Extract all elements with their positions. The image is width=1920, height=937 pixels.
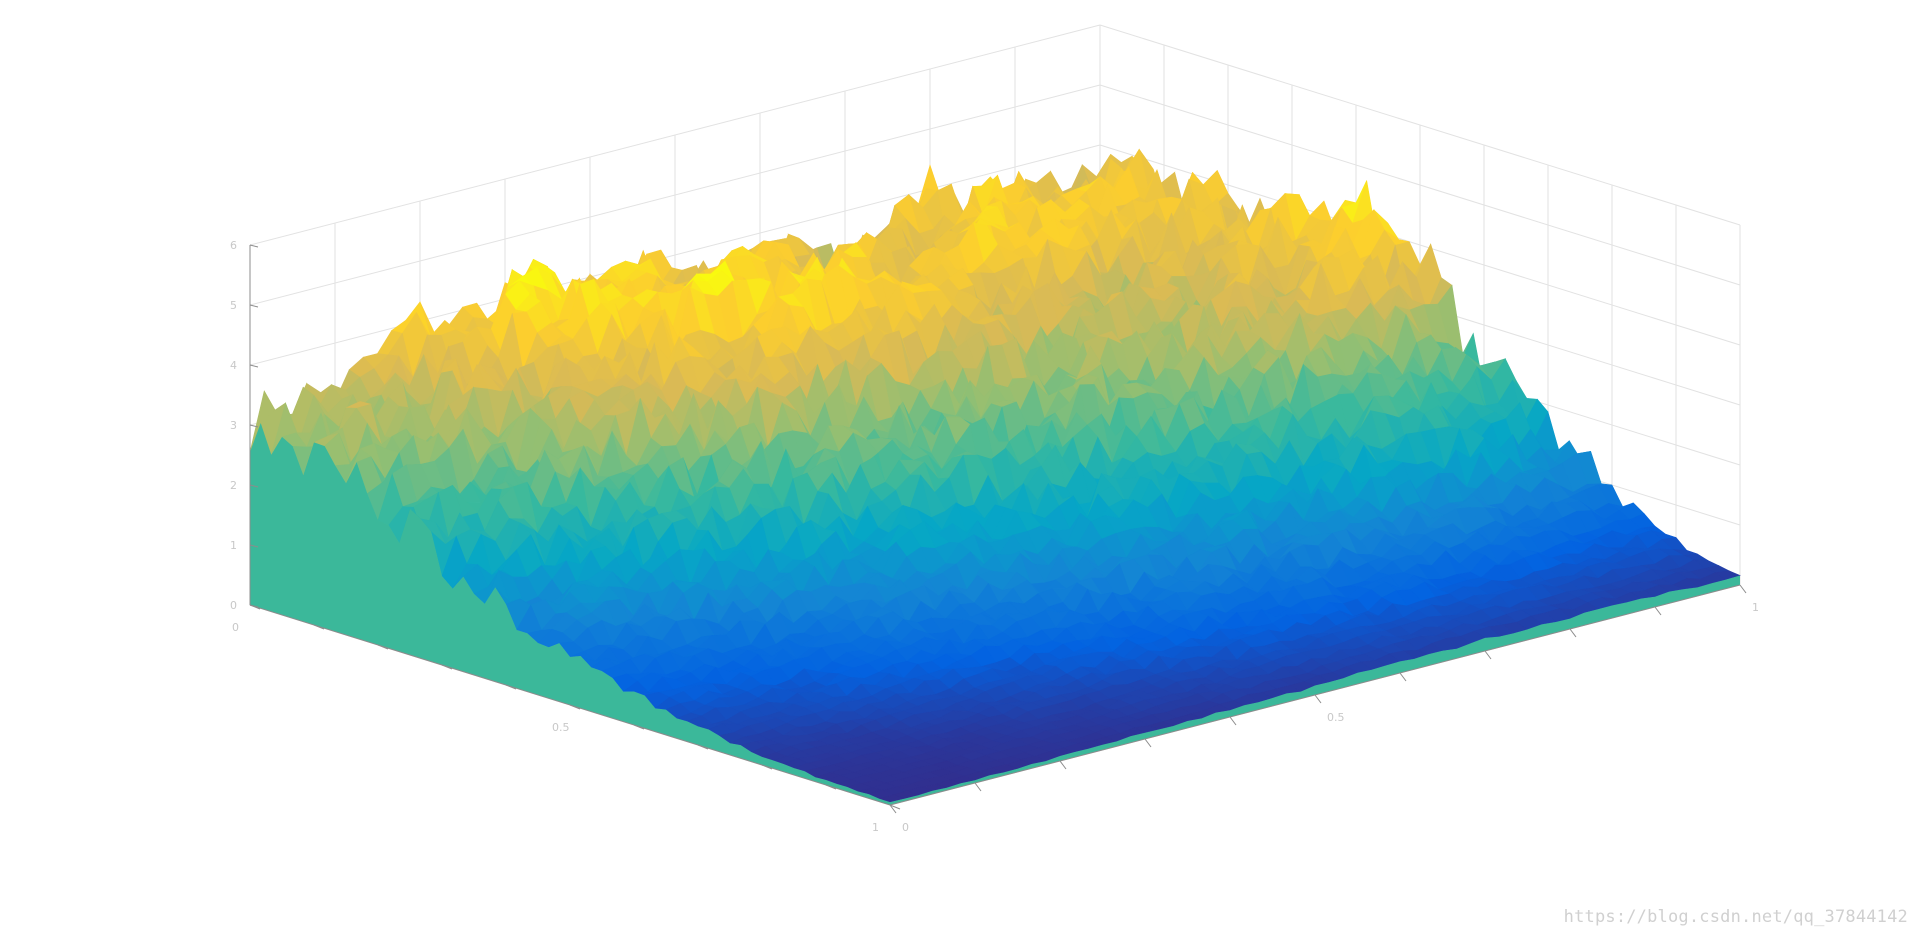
y-tick: [1229, 716, 1237, 726]
z-tick-label: 1: [230, 539, 237, 552]
z-tick: [249, 424, 259, 428]
x-tick: [825, 784, 837, 790]
x-tick: [569, 704, 581, 710]
y-tick: [1314, 694, 1322, 704]
y-tick: [1144, 738, 1152, 748]
y-tick: [1484, 650, 1492, 660]
y-tick: [1739, 584, 1747, 594]
y-tick-label: 0.5: [1327, 711, 1345, 724]
y-tick: [1654, 606, 1662, 616]
z-tick: [249, 364, 259, 368]
z-tick: [249, 484, 259, 488]
x-tick: [377, 644, 389, 650]
grid-line: [249, 24, 1101, 246]
x-tick: [313, 624, 325, 630]
z-tick: [249, 544, 259, 548]
z-tick-label: 0: [230, 599, 237, 612]
z-tick: [249, 244, 259, 248]
grid-line: [1099, 144, 1741, 346]
z-tick-label: 6: [230, 239, 237, 252]
z-tick-label: 2: [230, 479, 237, 492]
watermark-url: https://blog.csdn.net/qq_37844142: [1563, 907, 1908, 927]
x-tick: [889, 804, 901, 810]
z-tick: [249, 304, 259, 308]
y-tick: [974, 782, 982, 792]
x-tick-label: 1: [872, 821, 879, 834]
y-tick: [1399, 672, 1407, 682]
x-tick: [441, 664, 453, 670]
x-tick: [761, 764, 773, 770]
y-tick: [1059, 760, 1067, 770]
y-tick: [889, 804, 897, 814]
grid-line: [249, 144, 1101, 366]
y-tick-label: 0: [902, 821, 909, 834]
surface-mesh: [249, 148, 1741, 805]
grid-line: [1099, 24, 1741, 226]
x-tick: [633, 724, 645, 730]
surface-side-face: [250, 423, 890, 805]
y-tick-label: 1: [1752, 601, 1759, 614]
surface-side-face: [890, 575, 1740, 805]
z-tick-label: 5: [230, 299, 237, 312]
x-tick-label: 0: [232, 621, 239, 634]
axes-frame: 0 1 2 3 4 5 6 0 0.5 1 0 0.5 1: [230, 239, 1759, 834]
x-tick: [505, 684, 517, 690]
z-tick-label: 3: [230, 419, 237, 432]
grid-line: [249, 84, 1101, 306]
z-tick-label: 4: [230, 359, 237, 372]
grid-line: [1099, 84, 1741, 286]
x-tick-label: 0.5: [552, 721, 570, 734]
x-tick: [249, 604, 261, 610]
x-tick: [697, 744, 709, 750]
y-tick: [1569, 628, 1577, 638]
